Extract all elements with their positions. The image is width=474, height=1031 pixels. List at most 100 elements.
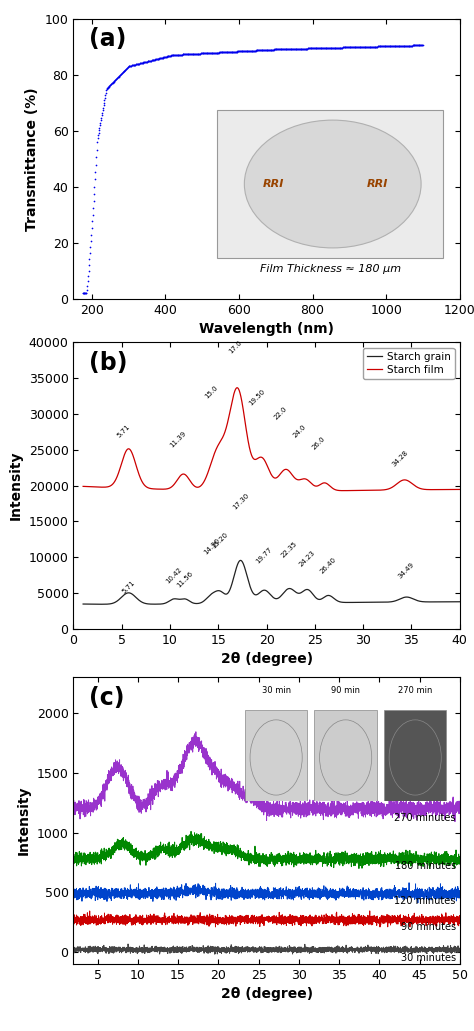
Point (196, 45, 203, 62)
Point (235, 43, 243, 60)
Point (259, 42, 266, 59)
Point (179, 46, 187, 63)
Point (305, 40, 313, 57)
Point (257, 42, 265, 59)
Text: 5.71: 5.71 (116, 424, 131, 439)
Point (365, 38, 373, 55)
Point (188, 45, 195, 62)
Point (356, 39, 364, 56)
Point (261, 41, 269, 58)
Point (291, 40, 299, 57)
Point (277, 41, 284, 58)
Point (238, 43, 246, 60)
Point (189, 45, 196, 62)
Text: 17.30: 17.30 (231, 492, 250, 510)
Point (126, 58, 134, 74)
X-axis label: 2θ (degree): 2θ (degree) (220, 653, 313, 666)
Point (221, 44, 229, 61)
Point (288, 40, 296, 57)
Point (172, 46, 180, 63)
Point (402, 37, 410, 54)
Point (164, 48, 172, 65)
Point (196, 45, 203, 62)
Point (263, 41, 270, 58)
Point (164, 48, 171, 65)
Point (297, 40, 304, 57)
Point (409, 37, 416, 54)
Point (324, 39, 332, 56)
Point (285, 41, 292, 58)
Point (116, 67, 123, 84)
Point (84, 268, 92, 285)
Point (175, 46, 182, 63)
Point (147, 53, 155, 69)
Point (198, 45, 205, 62)
Point (137, 55, 145, 71)
Point (370, 38, 378, 55)
Point (199, 45, 207, 62)
Point (187, 45, 194, 62)
Point (201, 45, 209, 62)
Point (226, 43, 233, 60)
Point (185, 46, 192, 63)
Point (243, 42, 251, 59)
Point (197, 45, 204, 62)
Point (194, 45, 202, 62)
Point (118, 66, 125, 82)
Point (373, 38, 380, 55)
Point (255, 42, 263, 59)
Point (395, 38, 403, 55)
Point (148, 52, 156, 68)
Point (190, 45, 198, 62)
Point (174, 46, 182, 63)
Point (318, 40, 325, 57)
Point (235, 43, 242, 60)
Point (331, 39, 338, 56)
Point (346, 39, 353, 56)
Point (151, 52, 159, 68)
Point (161, 48, 169, 65)
Point (180, 46, 188, 63)
Point (241, 43, 248, 60)
Point (131, 57, 139, 73)
Point (208, 44, 215, 61)
Text: 19.77: 19.77 (255, 545, 273, 564)
Point (230, 43, 237, 60)
Point (330, 39, 337, 56)
Point (207, 44, 215, 61)
Point (330, 39, 338, 56)
Point (168, 47, 176, 64)
Point (271, 41, 279, 58)
Point (134, 56, 142, 72)
Point (185, 45, 193, 62)
Point (184, 46, 191, 63)
Point (375, 38, 383, 55)
Point (82, 286, 90, 302)
Point (131, 57, 138, 73)
Point (99, 102, 107, 119)
Point (186, 45, 193, 62)
Point (307, 40, 315, 57)
Point (417, 37, 424, 54)
Point (236, 43, 244, 60)
Point (234, 43, 242, 60)
Point (340, 39, 347, 56)
Point (280, 41, 287, 58)
Point (124, 59, 131, 75)
Point (210, 44, 217, 61)
Point (400, 37, 408, 54)
Point (119, 64, 127, 80)
Point (168, 47, 175, 64)
Point (202, 45, 210, 62)
Point (404, 37, 411, 54)
Point (191, 45, 199, 62)
Point (155, 51, 162, 67)
Point (219, 44, 227, 61)
Point (231, 43, 239, 60)
Point (242, 42, 250, 59)
Point (354, 39, 361, 56)
Point (410, 37, 417, 54)
Point (347, 39, 355, 56)
Point (337, 39, 344, 56)
Point (84, 273, 91, 290)
